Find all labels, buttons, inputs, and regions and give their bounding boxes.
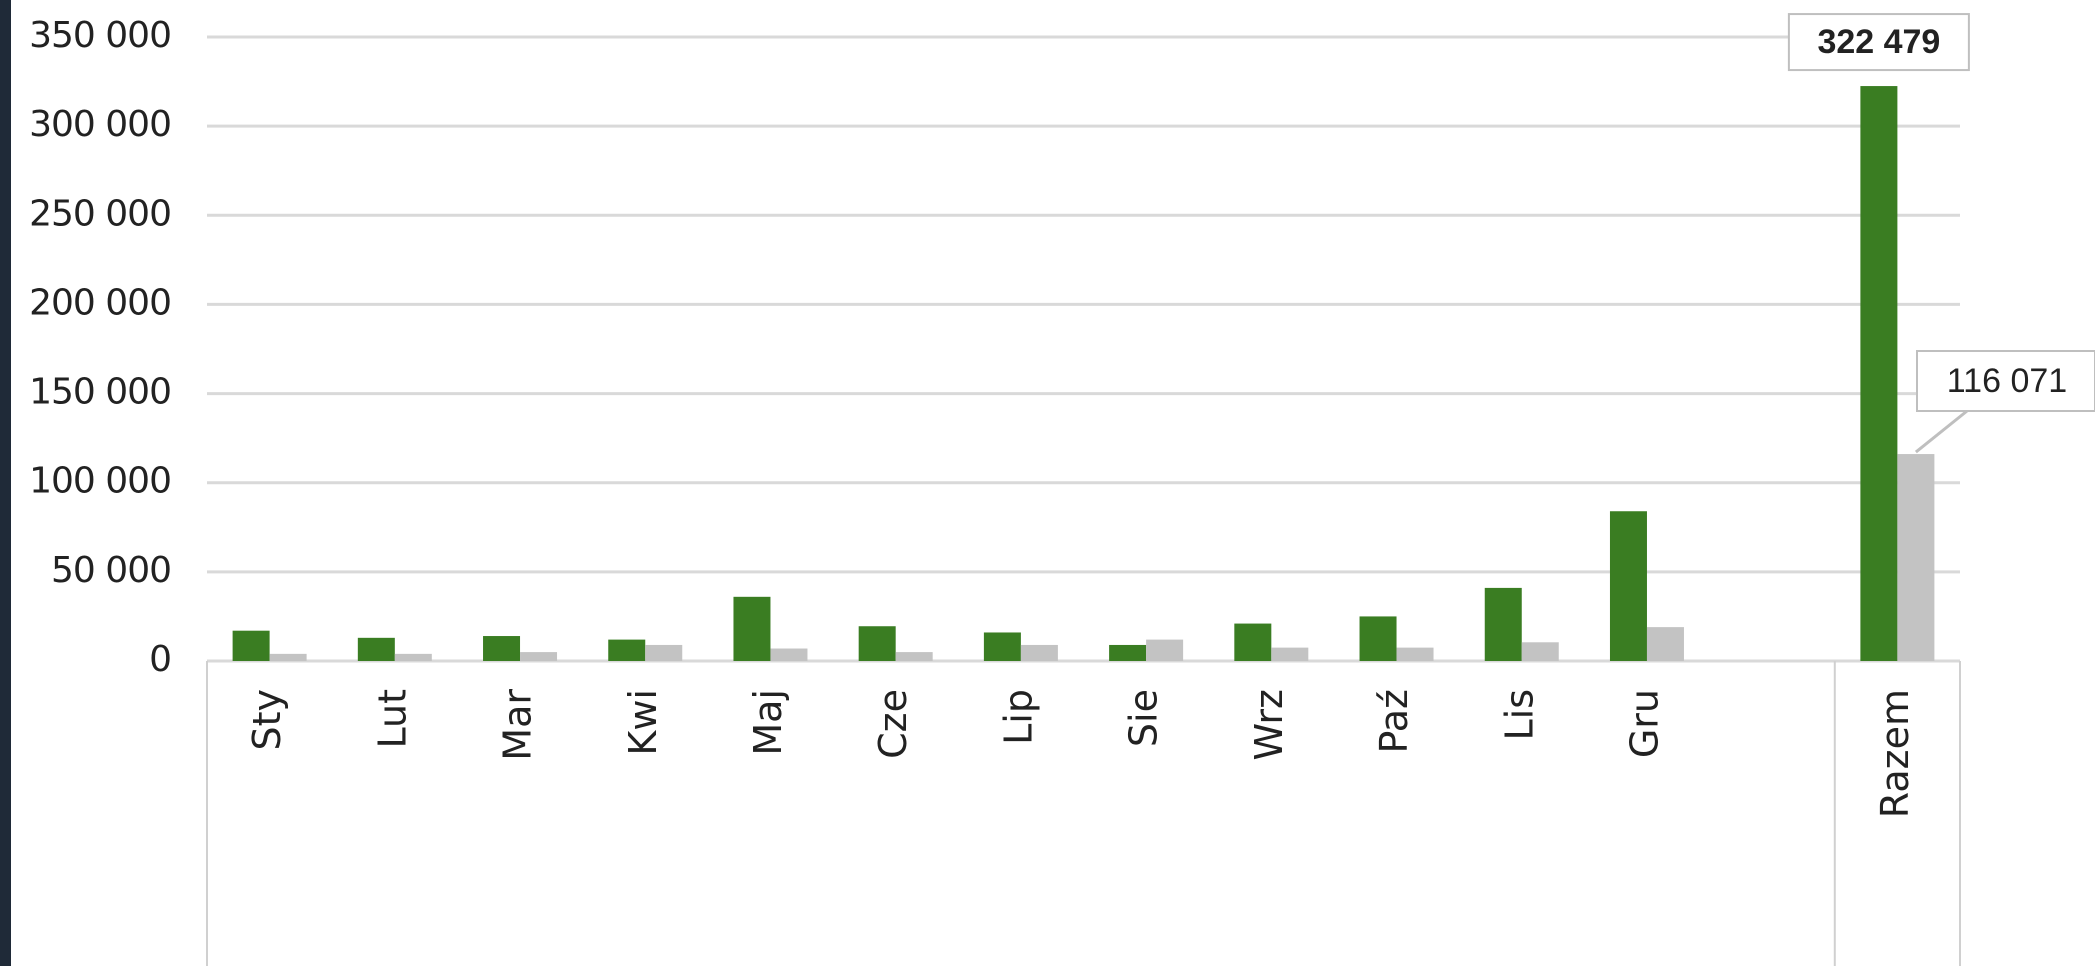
bar (483, 636, 521, 661)
bar (895, 652, 933, 661)
bar (1359, 616, 1397, 661)
bar (269, 653, 307, 661)
leader-line (1914, 409, 1968, 454)
x-tick-label: Lis (1497, 689, 1541, 741)
data-label: 116 071 (1947, 362, 2067, 400)
data-label-box (1916, 350, 2095, 412)
y-tick-label: 150 000 (29, 372, 171, 413)
y-tick-label: 300 000 (29, 104, 171, 145)
bar (645, 644, 683, 661)
bar (858, 626, 896, 661)
x-tick-label: Lut (370, 689, 414, 749)
x-tick-label: Sty (245, 689, 289, 751)
bar (1109, 644, 1147, 661)
bar (1860, 86, 1898, 661)
bar (1146, 639, 1184, 661)
bar (983, 632, 1021, 661)
bar (608, 639, 646, 661)
y-tick-label: 200 000 (29, 282, 171, 323)
bar (1396, 647, 1434, 661)
x-tick-label: Razem (1873, 689, 1917, 818)
data-label-box (1787, 13, 1970, 72)
x-tick-label: Sie (1122, 689, 1166, 747)
bar (1897, 454, 1935, 661)
y-tick-label: 0 (149, 639, 171, 680)
bar (733, 596, 771, 661)
bar (1646, 627, 1684, 661)
x-tick-label: Wrz (1247, 689, 1291, 760)
bar (1020, 644, 1058, 661)
y-tick-label: 350 000 (29, 15, 171, 56)
y-tick-label: 250 000 (29, 193, 171, 234)
x-tick-label: Maj (746, 689, 790, 756)
bar (1521, 642, 1559, 661)
bar (1609, 511, 1647, 661)
bar (232, 630, 270, 661)
bar (1271, 647, 1309, 661)
bar (1484, 587, 1522, 661)
x-tick-label: Mar (496, 689, 540, 761)
x-tick-label: Kwi (621, 689, 665, 756)
bar (394, 653, 432, 661)
x-tick-label: Gru (1622, 689, 1666, 758)
bar (770, 648, 808, 661)
y-tick-label: 100 000 (29, 461, 171, 502)
bar (357, 637, 395, 661)
x-tick-label: Lip (996, 689, 1040, 745)
bar (1234, 623, 1272, 661)
data-label: 322 479 (1817, 23, 1940, 61)
x-tick-label: Cze (871, 689, 915, 759)
x-tick-label: Paź (1372, 689, 1416, 753)
bar (520, 652, 558, 661)
y-tick-label: 50 000 (51, 550, 171, 591)
side-strip (0, 0, 11, 966)
